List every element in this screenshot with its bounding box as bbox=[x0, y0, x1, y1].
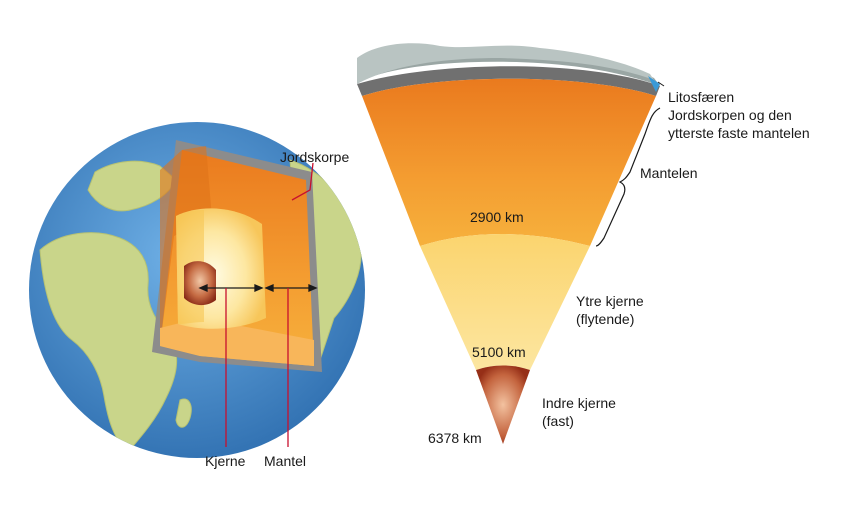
inner-core-label-line1: Indre kjerne bbox=[542, 395, 616, 411]
cut-floor bbox=[160, 318, 314, 366]
madagascar-landmass bbox=[175, 398, 192, 428]
mantle-bracket bbox=[595, 107, 661, 247]
lithosphere-bracket bbox=[657, 81, 665, 87]
mantle-back-wall bbox=[160, 146, 212, 346]
lithosphere-label: Litosfæren bbox=[668, 89, 734, 105]
crust-label: Jordskorpe bbox=[280, 149, 349, 165]
depth-6378-label: 6378 km bbox=[428, 430, 482, 446]
crust-pointer-line bbox=[291, 162, 314, 201]
lithosphere-desc-line1: Jordskorpen og den bbox=[668, 107, 792, 123]
africa-landmass bbox=[39, 232, 178, 453]
depth-2900-label: 2900 km bbox=[470, 209, 524, 225]
lithosphere-desc-line2: ytterste faste mantelen bbox=[668, 125, 810, 141]
outer-core-wedge bbox=[420, 234, 590, 370]
outer-core-label-line2: (flytende) bbox=[576, 311, 634, 327]
inner-core-label-line2: (fast) bbox=[542, 413, 574, 429]
inner-core-layer bbox=[184, 261, 216, 306]
outer-core-label-line1: Ytre kjerne bbox=[576, 293, 644, 309]
globe bbox=[29, 122, 365, 458]
continents bbox=[39, 159, 362, 453]
lithosphere-band bbox=[357, 66, 660, 96]
mantle-label: Mantel bbox=[264, 453, 306, 469]
inner-core-wedge bbox=[476, 365, 530, 444]
depth-5100-label: 5100 km bbox=[472, 344, 526, 360]
mantle-section-label: Mantelen bbox=[640, 165, 698, 181]
ocean-sliver bbox=[648, 76, 660, 92]
globe-cutaway bbox=[152, 140, 322, 372]
pointer-lines bbox=[225, 162, 314, 447]
core-label: Kjerne bbox=[205, 453, 246, 469]
cross-section-wedge bbox=[357, 43, 660, 444]
radius-arrows bbox=[198, 284, 318, 292]
surface-rock-top bbox=[357, 43, 654, 84]
mantle-wedge bbox=[362, 78, 656, 246]
